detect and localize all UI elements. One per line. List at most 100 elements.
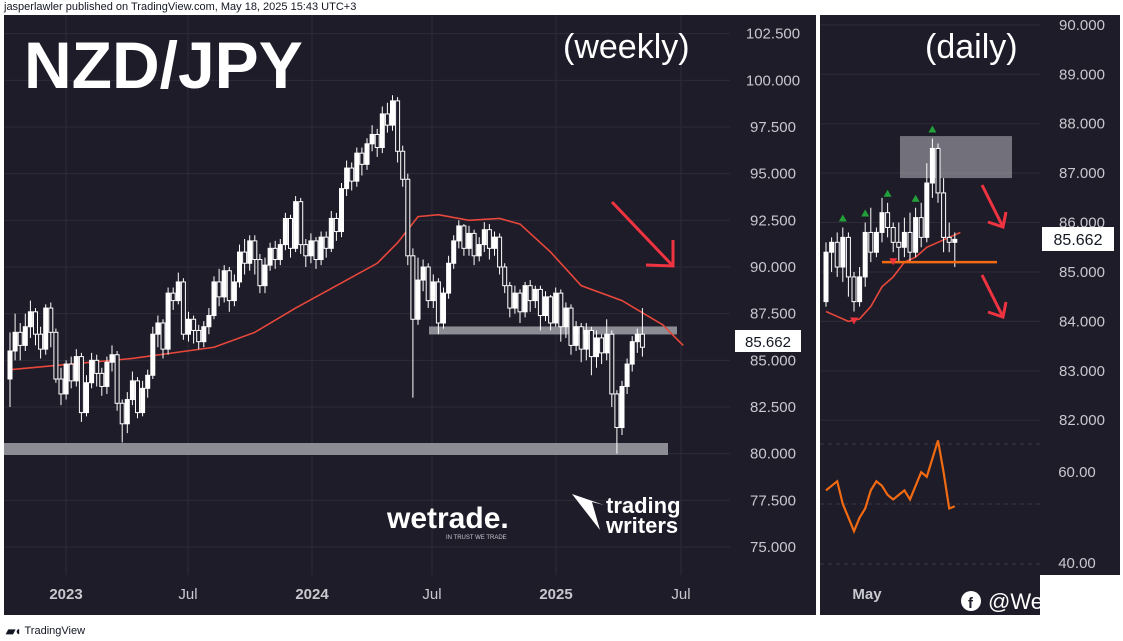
daily-subtitle: (daily) [925,28,1018,66]
weekly-candle-body [53,331,59,380]
weekly-candle-body [298,201,304,246]
weekly-down-arrow [610,200,675,268]
weekly-support-band [4,443,668,455]
daily-y-tick-label: 82.000 [1059,412,1105,429]
daily-plot-background [820,15,1040,615]
daily-down-fractal-marker [889,258,898,266]
weekly-y-tick-label: 95.000 [750,166,796,183]
tradingview-icon: ▰◖ [6,624,22,638]
weekly-candle-body [410,255,416,320]
weekly-time-axis-background [4,575,816,615]
weekly-candle-body [553,292,559,324]
facebook-icon [961,591,981,611]
weekly-candle-body [282,217,288,246]
weekly-y-tick-label: 77.500 [750,492,796,509]
weekly-candle-body [420,266,426,281]
weekly-candle-body [537,288,543,317]
weekly-support-levels [4,326,677,455]
daily-arrow-down-2 [980,274,1008,319]
weekly-candle-body [384,113,390,126]
trading-writers-logo: trading writers [572,493,681,538]
weekly-candle-body [395,100,401,152]
weekly-candle-body [180,281,186,335]
weekly-candle-body [435,281,441,324]
weekly-candle-body [231,281,237,302]
weekly-y-tick-label: 82.500 [750,399,796,416]
weekly-candle-body [160,322,166,350]
weekly-candle-body [191,318,197,331]
daily-candle-body [907,231,913,253]
weekly-price-axis-background [730,15,816,575]
weekly-candle-body [333,217,339,233]
daily-candle-body [890,227,896,243]
daily-panel: 90.00089.00088.00087.00086.00085.00084.0… [820,15,1120,615]
weekly-x-tick-label: 2023 [49,586,82,603]
daily-up-fractal-marker [861,209,870,217]
daily-candle-body [946,236,952,243]
weekly-candle-body [257,259,263,287]
weekly-candles [7,95,645,454]
weekly-candle-body [476,244,482,257]
weekly-candle-body [73,356,79,382]
daily-up-fractal-marker [928,125,937,133]
weekly-candle-body [27,311,33,328]
publish-info: jasperlawler published on TradingView.co… [4,1,357,13]
weekly-candle-body [267,247,273,266]
weekly-x-tick-label: Jul [178,586,197,603]
weekly-candle-body [563,307,569,328]
weekly-candle-body [99,372,105,387]
weekly-candle-body [502,266,508,287]
daily-candle-body [941,192,947,238]
weekly-candle-body [461,225,467,249]
weekly-y-tick-label: 85.000 [750,352,796,369]
daily-candle-body [929,147,935,184]
weekly-candle-body [527,285,533,302]
weekly-candle-body [507,285,513,309]
daily-candle-body [840,236,846,268]
chart-title: NZD/JPY [24,28,303,102]
weekly-candle-body [441,292,446,324]
weekly-candle-body [588,329,594,358]
weekly-candle-body [226,270,232,302]
daily-resistance-zone [900,136,1012,179]
daily-y-tick-label: 89.000 [1059,66,1105,83]
weekly-candle-body [196,329,202,343]
weekly-candle-body [186,318,191,335]
weekly-candle-body [548,296,554,324]
weekly-candle-body [492,236,497,249]
daily-y-tick-label: 85.000 [1059,264,1105,281]
weekly-candle-body [614,393,620,429]
daily-candle-body [924,182,930,238]
weekly-y-tick-label: 102.500 [746,26,800,43]
weekly-candle-body [497,236,503,268]
weekly-candle-body [38,333,44,350]
weekly-candle-body [7,350,13,380]
weekly-candle-body [349,167,355,182]
weekly-candle-body [532,288,538,302]
weekly-candle-body [272,247,278,261]
daily-y-tick-label: 87.000 [1059,165,1105,182]
daily-candle-body [879,212,885,233]
weekly-x-tick-label: 2024 [295,586,329,603]
weekly-price-axis: 102.500 100.000 97.500 95.000 92.500 90.000 87… [746,26,800,556]
weekly-candle-body [119,402,125,425]
daily-down-fractal-marker [850,317,858,325]
weekly-candle-body [170,292,176,302]
weekly-candle-body [364,143,370,165]
weekly-candle-body [344,167,350,190]
weekly-candle-body [573,326,579,346]
weekly-candle-body [33,311,38,335]
weekly-candle-body [354,152,360,182]
rsi-y-tick-label: 40.00 [1058,555,1096,572]
daily-moving-average [825,231,961,323]
weekly-candle-body [175,281,181,302]
daily-candle-body [845,236,851,278]
daily-candle-body [823,251,829,303]
weekly-candle-body [543,296,548,317]
weekly-candle-body [124,399,130,425]
weekly-candle-body [609,333,615,395]
weekly-candle-body [619,385,625,429]
weekly-candle-body [323,236,329,249]
weekly-candle-body [328,217,334,249]
daily-rsi-pane: 60.00 40.00 [820,440,1096,572]
